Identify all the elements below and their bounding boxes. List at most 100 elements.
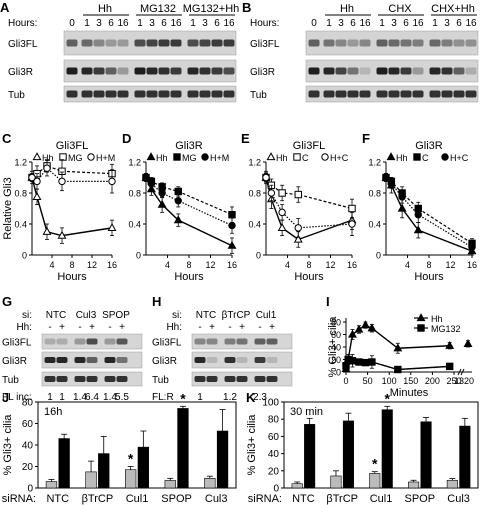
chart-e-x-label: Hours [294,271,324,283]
chart-c-legend-label: H+M [96,153,115,163]
chart-f-data-point [468,243,476,251]
blot-b-band [465,67,477,75]
blot-b-band [376,39,388,47]
blot-b-lane-label: 1 [326,18,332,29]
blot-g-hh-label: Hh: [16,322,32,333]
panel-letter-f: F [362,131,370,146]
chart-f-legend-label: H+C [450,153,469,163]
blot-h-band [254,357,266,363]
chart-c-x-label: Hours [57,271,87,283]
chart-i-y-tick-label: 20 [331,355,341,365]
blot-b-lane-label: 0 [311,18,317,29]
chart-k-bar [304,424,316,489]
blot-b-band [335,90,347,98]
blot-a-band [93,67,105,75]
blot-g-hh-mark: + [59,322,65,333]
chart-j-category-label: Cul3 [205,493,228,505]
blot-a-lane-label: 6 [108,18,114,29]
chart-d-legend-label: Hh [156,153,168,163]
blot-a-lane-label: 6 [161,18,167,29]
chart-i-data-point [393,343,403,352]
blot-g-band [74,338,86,345]
blot-a-band [223,67,235,75]
chart-d-legend-marker [173,153,181,161]
blot-a-band [199,67,211,75]
blot-a-hours-label: Hours: [8,18,37,29]
blot-h-band [194,338,206,345]
blot-b-band [359,67,371,75]
chart-i-legend-marker [416,313,426,322]
chart-f-x-label: Hours [414,271,444,283]
blot-b-lane-label: 6 [456,18,462,29]
blot-b-band [441,67,453,75]
blot-g-row-label: Tub [2,375,19,386]
blot-b-band [400,39,412,47]
chart-i-y-tick-label: 40 [331,343,341,353]
blot-h-band [224,376,236,382]
chart-i-data-point [394,365,402,374]
chart-k-significance-mark: * [372,456,378,472]
blot-h-band [266,376,278,382]
chart-c-legend-marker [87,153,95,161]
blot-a-band [81,67,93,75]
blot-b-band [388,90,400,98]
blot-b-band [453,39,465,47]
chart-i-data-point [445,362,454,371]
chart-i-y-tick-label: 60 [331,330,341,340]
chart-i-data-point [463,339,473,347]
chart-i-x-tick-label: 0 [343,376,348,386]
blot-a-band [187,67,199,75]
chart-d-y-tick-label: 1.2 [128,158,141,168]
chart-e-data-point [278,208,286,217]
chart-f-y-tick-label: 1.2 [368,158,381,168]
chart-f-data-point [397,203,407,212]
chart-i-data-point [368,358,376,366]
blot-h-row-label: Gli3R [152,356,177,367]
blot-b-band [412,67,424,75]
blot-h-footer-value: 1.2 [223,392,237,403]
blot-a-band [211,39,223,47]
chart-c-legend-marker [59,153,67,161]
panel-letter-i: I [326,294,330,309]
blot-a-band [105,67,117,75]
blot-a-band [117,67,129,75]
blot-a-band [211,67,223,75]
chart-f-data-point [413,225,423,234]
chart-j-category-label: βTrCP [82,493,114,505]
blot-a-band [146,90,158,98]
blot-b-band [308,67,320,75]
blot-a-lane-label: 16 [223,18,235,29]
chart-k-bar [291,483,303,489]
chart-e-data-point [293,234,303,243]
blot-g-row-label: Gli3R [2,356,27,367]
chart-f-y-tick-label: 0.8 [368,189,381,199]
chart-k-category-label: Cul1 [370,493,393,505]
blot-g-band [56,357,68,363]
blot-b-band [429,39,441,47]
blot-a-band [187,39,199,47]
blot-a-lane-label: 1 [137,18,143,29]
blot-a-band [211,90,223,98]
chart-i-y-tick-label: 0 [336,368,341,378]
blot-a-band [117,90,129,98]
blot-b-band [453,67,465,75]
blot-b-band [376,90,388,98]
blot-g-band [44,357,56,363]
blot-b-row-label: Gli3FL [250,39,280,50]
blot-a-band [81,39,93,47]
blot-a-band [199,90,211,98]
blot-g-band [74,376,86,382]
chart-e-x-tick-label: 16 [347,260,357,270]
blot-b-band [412,39,424,47]
blot-h-band [224,338,236,345]
chart-e-data-point [267,189,276,197]
blot-g-band [116,376,128,382]
chart-e-legend-marker [266,152,276,161]
blot-b-band [429,67,441,75]
blot-g-hh-mark: + [89,322,95,333]
chart-k-significance-mark: * [385,390,391,406]
chart-d-x-label: Hours [174,271,204,283]
chart-c-y-tick-label: 0.4 [14,220,27,230]
blot-g-footer-value: 1.4 [103,392,117,403]
